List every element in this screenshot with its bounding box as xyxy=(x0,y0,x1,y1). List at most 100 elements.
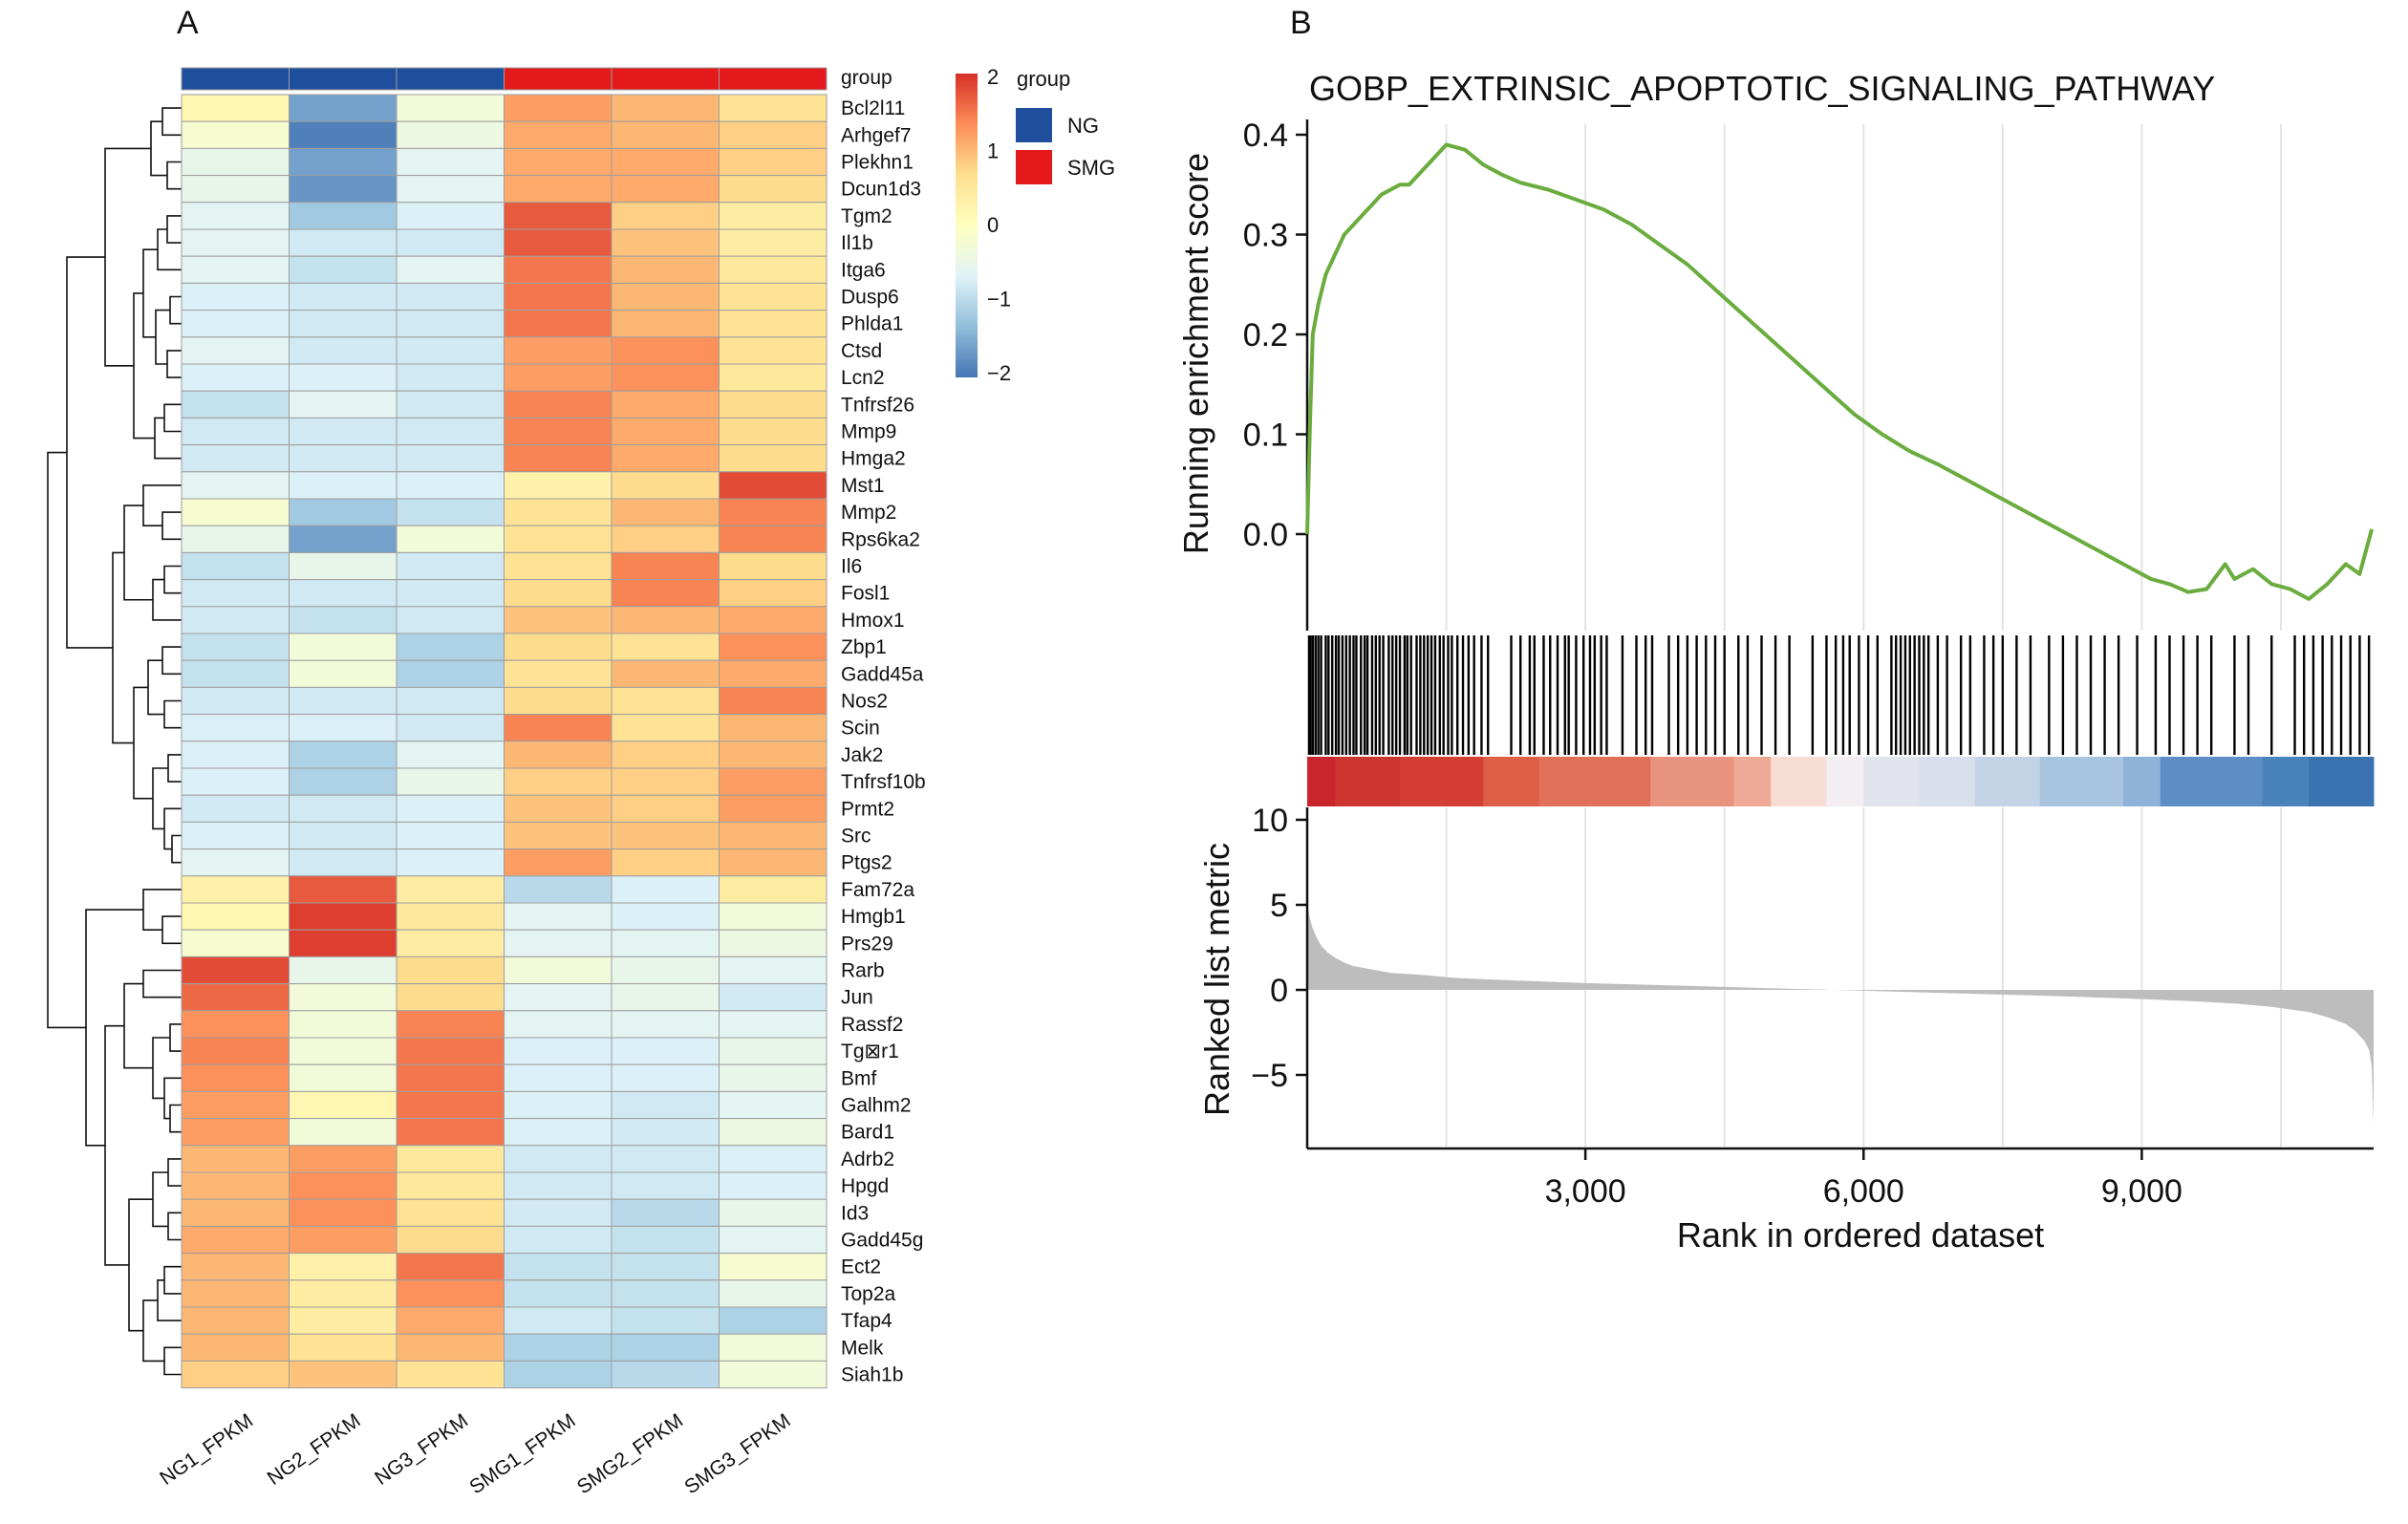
heatmap-cell xyxy=(719,1225,828,1255)
heatmap-cell xyxy=(719,741,828,769)
heatmap-cell xyxy=(719,875,828,904)
heatmap-cell xyxy=(289,444,398,473)
dendrogram-branch xyxy=(171,834,182,864)
heatmap-cell xyxy=(719,659,828,688)
heatmap-cell xyxy=(289,310,398,338)
heatmap-cell xyxy=(719,228,828,257)
heatmap-cell xyxy=(289,1063,398,1092)
heatmap-cell xyxy=(719,1037,828,1065)
heatmap-cell xyxy=(719,714,828,742)
heatmap-cell xyxy=(611,983,720,1012)
dendrogram-branch xyxy=(85,909,143,1147)
gsea-title: GOBP_EXTRINSIC_APOPTOTIC_SIGNALING_PATHW… xyxy=(1309,69,2215,108)
heatmap-cell xyxy=(396,579,505,608)
heatmap-cell xyxy=(719,767,828,796)
heatmap-cell xyxy=(289,794,398,823)
dendrogram-branch xyxy=(166,350,182,378)
heatmap-cell xyxy=(719,310,828,338)
dendrogram-branch xyxy=(123,504,153,601)
group-legend-title: group xyxy=(1017,67,1070,91)
heatmap-cell xyxy=(181,498,290,526)
heatmap-cell xyxy=(504,147,613,177)
panel-a-label: A xyxy=(177,5,199,41)
row-dendrogram xyxy=(47,107,182,1376)
heatmap-cell xyxy=(504,1063,613,1092)
heatmap-cell xyxy=(396,1171,505,1200)
sample-label: SMG2_FPKM xyxy=(573,1409,687,1498)
heatmap-cell xyxy=(504,794,613,823)
heatmap-cell xyxy=(611,417,720,446)
group-annotation-cell xyxy=(181,67,290,91)
heatmap-cell xyxy=(611,1090,720,1120)
ranking-band-segment xyxy=(1335,757,1401,806)
dendrogram-branch xyxy=(167,754,182,783)
heatmap-cell xyxy=(504,282,613,311)
group-annotation-cell xyxy=(504,67,613,91)
heatmap-cell xyxy=(289,228,398,257)
gene-labels: Bcl2l11 Arhgef7 Plekhn1 Dcun1d3 Tgm2 Il1b Itga… xyxy=(841,97,926,1385)
heatmap-cell xyxy=(289,579,398,608)
heatmap-cell xyxy=(504,1171,613,1200)
legend-smg-label: SMG xyxy=(1067,156,1115,180)
gene-label: Mmp2 xyxy=(841,502,896,524)
heatmap-cell xyxy=(181,1118,290,1147)
gene-label: Tnfrsf26 xyxy=(841,394,914,416)
heatmap-cell xyxy=(181,1090,290,1120)
heatmap-cell xyxy=(396,875,505,904)
running-es-line xyxy=(1305,142,2375,601)
heatmap-cell xyxy=(396,120,505,149)
heatmap-cell xyxy=(719,525,828,553)
dendrogram-branch xyxy=(152,1171,168,1228)
gene-label: Hpgd xyxy=(841,1175,889,1197)
color-scale-tick-label: 1 xyxy=(987,140,999,163)
heatmap-cell xyxy=(396,310,505,338)
gene-label: Tgm2 xyxy=(841,205,892,227)
heatmap-cell xyxy=(289,741,398,769)
heatmap-cell xyxy=(611,955,720,985)
dendrogram-branch xyxy=(104,1024,129,1266)
heatmap-cell xyxy=(289,633,398,661)
heatmap-cell xyxy=(611,1306,720,1335)
heatmap-cell xyxy=(504,686,613,716)
heatmap-cell xyxy=(611,1225,720,1255)
heatmap-cell xyxy=(719,1063,828,1092)
heatmap-cell xyxy=(611,498,720,526)
heatmap-cell xyxy=(719,794,828,823)
heatmap-cell xyxy=(289,686,398,716)
heatmap-cell xyxy=(504,471,613,500)
heatmap-cell xyxy=(289,1225,398,1255)
heatmap-cell xyxy=(181,444,290,473)
sample-labels: NG1_FPKM NG2_FPKM NG3_FPKMSMG1_FPKMSMG2_FP… xyxy=(156,1409,794,1498)
legend-smg-swatch xyxy=(1016,150,1052,184)
heatmap-cell xyxy=(719,633,828,661)
heatmap-cell xyxy=(289,1145,398,1173)
heatmap-cell xyxy=(289,875,398,904)
x-axis-ticks: 3,000 6,000 9,000 xyxy=(1545,1148,2182,1210)
dendrogram-branch xyxy=(161,511,182,541)
heatmap-cell xyxy=(719,1171,828,1200)
heatmap-cell xyxy=(611,202,720,230)
heatmap-cell xyxy=(719,94,828,122)
ranking-band-segment xyxy=(2122,757,2161,806)
dendrogram-branch xyxy=(161,915,182,945)
heatmap-cell xyxy=(719,417,828,446)
heatmap-cell xyxy=(504,1090,613,1120)
dendrogram-branch xyxy=(163,1077,182,1120)
gene-label: Tnfrsf10b xyxy=(841,771,926,793)
heatmap-cell xyxy=(504,955,613,985)
dendrogram-branch xyxy=(163,403,182,433)
heatmap-cell xyxy=(181,929,290,957)
heatmap-cell xyxy=(396,902,505,931)
heatmap-cell xyxy=(611,875,720,904)
heatmap-cell xyxy=(289,498,398,526)
sample-label: SMG3_FPKM xyxy=(680,1409,794,1498)
heatmap-cell xyxy=(719,551,828,581)
heatmap-cell xyxy=(396,444,505,473)
heatmap-cell xyxy=(396,1037,505,1065)
dendrogram-branch xyxy=(169,1023,182,1052)
heatmap-cell xyxy=(611,1279,720,1308)
gene-label: Arhgef7 xyxy=(841,124,912,146)
dendrogram-branch xyxy=(142,969,182,998)
heatmap-cell xyxy=(719,1333,828,1362)
heatmap-cell xyxy=(181,1010,290,1039)
